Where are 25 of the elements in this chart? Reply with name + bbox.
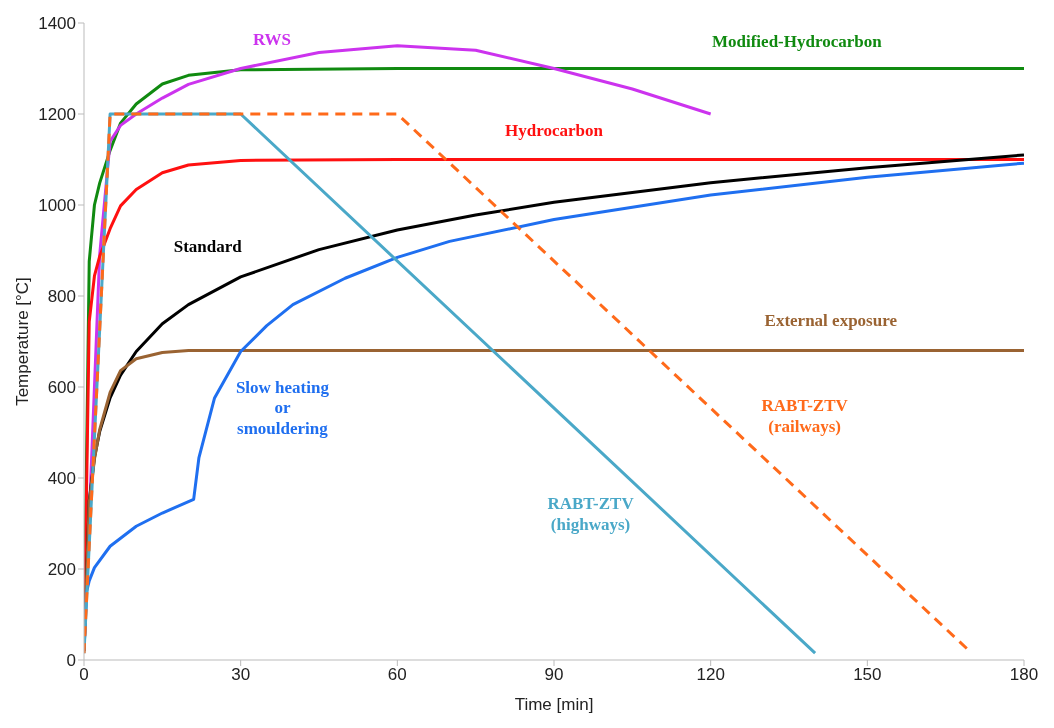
- y-tick-label: 1000: [38, 196, 76, 216]
- y-axis-title: Temperature [°C]: [13, 277, 33, 406]
- x-tick-label: 90: [544, 665, 564, 685]
- y-tick-label: 600: [47, 378, 76, 398]
- y-tick-label: 0: [66, 651, 76, 671]
- x-tick-label: 60: [387, 665, 407, 685]
- x-axis-title: Time [min]: [514, 695, 594, 714]
- series-label: Standard: [173, 237, 242, 258]
- x-tick-label: 180: [1009, 665, 1039, 685]
- y-tick-label: 800: [47, 287, 76, 307]
- series-label: RWS: [252, 30, 292, 51]
- y-tick-label: 1200: [38, 105, 76, 125]
- series-label: RABT-ZTV (highways): [547, 494, 634, 535]
- x-tick-label: 30: [231, 665, 251, 685]
- series-label: Slow heating or smouldering: [235, 378, 329, 440]
- series-label: Hydrocarbon: [505, 120, 603, 142]
- y-tick-label: 1400: [38, 14, 76, 34]
- y-tick-label: 400: [47, 469, 76, 489]
- y-tick-label: 200: [47, 560, 76, 580]
- series-label: Modified-Hydrocarbon: [711, 31, 882, 53]
- x-tick-label: 120: [696, 665, 725, 685]
- x-tick-label: 0: [79, 665, 89, 685]
- series-label: RABT-ZTV (railways): [761, 395, 848, 437]
- series-label: External exposure: [764, 311, 897, 332]
- x-tick-label: 150: [853, 665, 882, 685]
